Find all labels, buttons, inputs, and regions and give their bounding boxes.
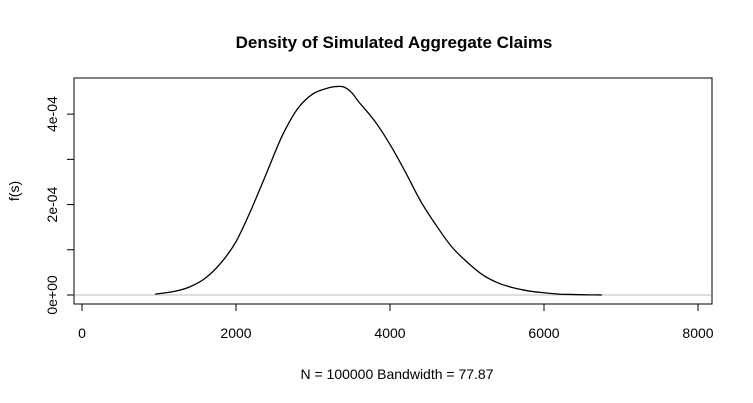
x-tick-label: 4000 [374, 325, 405, 341]
y-axis: 0e+00 2e-04 4e-04 [44, 96, 75, 315]
y-tick-label: 0e+00 [44, 275, 60, 315]
x-axis-label: N = 100000 Bandwidth = 77.87 [300, 366, 493, 382]
y-tick-label: 2e-04 [44, 186, 60, 222]
x-axis: 0 2000 4000 6000 8000 [78, 303, 714, 341]
density-curve [155, 85, 602, 296]
x-tick-label: 0 [78, 325, 86, 341]
x-tick-label: 6000 [528, 325, 559, 341]
y-axis-label: f(s) [6, 181, 22, 201]
x-tick-label: 2000 [220, 325, 251, 341]
y-tick-label: 4e-04 [44, 96, 60, 132]
chart-title: Density of Simulated Aggregate Claims [236, 33, 553, 52]
plot-frame [73, 77, 713, 305]
x-tick-label: 8000 [682, 325, 713, 341]
